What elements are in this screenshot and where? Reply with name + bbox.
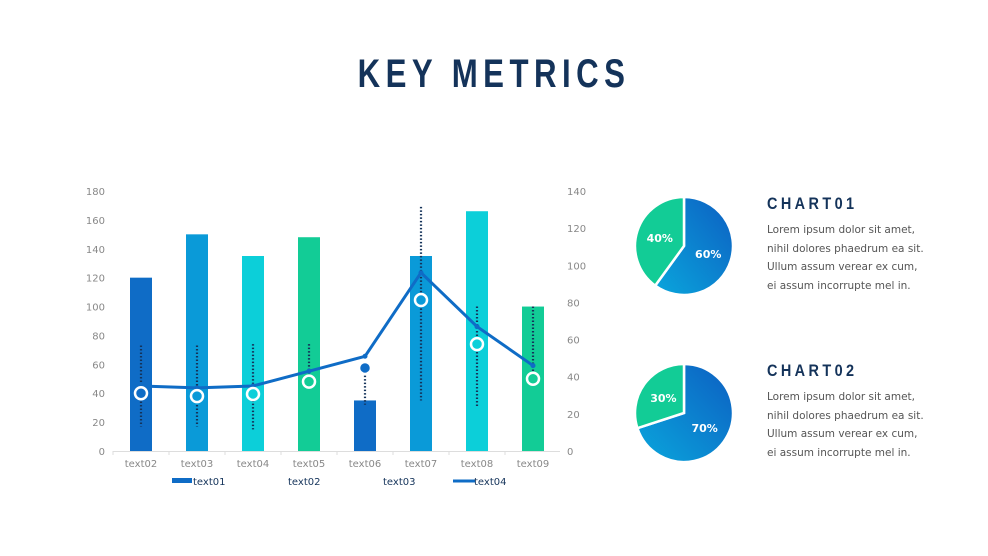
line-point — [362, 353, 368, 359]
page-title: KEY METRICS — [357, 52, 631, 96]
x-tick-label: text04 — [237, 459, 269, 470]
x-tick-label: text03 — [181, 459, 213, 470]
line-text04 — [140, 270, 534, 390]
chart02-description: Lorem ipsum dolor sit amet, nihil dolore… — [767, 388, 947, 462]
y-tick-label: 0 — [99, 447, 105, 458]
y2-tick-label: 100 — [567, 261, 586, 272]
line-point — [530, 363, 536, 369]
chart02-title: CHART02 — [767, 361, 858, 380]
y-tick-label: 100 — [86, 303, 105, 314]
x-tick-label: text05 — [293, 459, 325, 470]
x-tick-label: text02 — [125, 459, 157, 470]
pie-slice-label: 60% — [695, 248, 721, 261]
desc-line: ei assum incorrupte mel in. — [767, 279, 911, 292]
y-tick-label: 120 — [86, 274, 105, 285]
y2-tick-label: 60 — [567, 336, 580, 347]
bar-text01 — [186, 234, 208, 451]
pie-slice — [633, 195, 686, 288]
desc-line: Ullum assum verear ex cum, — [767, 428, 918, 440]
scatter-point-text03 — [357, 360, 373, 376]
x-tick-label: text06 — [349, 459, 381, 470]
pie-slice-label: 70% — [691, 422, 717, 435]
y2-tick-label: 0 — [567, 447, 573, 458]
pie-slice — [633, 362, 686, 430]
scatter-point-text03 — [413, 292, 429, 308]
legend-label: text01 — [193, 477, 225, 488]
y-tick-label: 40 — [92, 389, 105, 400]
scatter-point-text03 — [133, 385, 149, 401]
y-tick-label: 180 — [86, 187, 105, 198]
pie-slice — [653, 195, 735, 297]
pie-slice-label: 40% — [647, 232, 673, 245]
line-point — [306, 368, 312, 374]
y-tick-label: 60 — [92, 360, 105, 371]
scatter-point-text03 — [245, 386, 261, 402]
x-tick-label: text07 — [405, 459, 437, 470]
pie-slice-label: 30% — [650, 392, 676, 405]
y2-tick-label: 20 — [567, 410, 580, 421]
legend-label: text04 — [474, 477, 506, 488]
desc-line: Ullum assum verear ex cum, — [767, 261, 918, 273]
bar-text01 — [242, 256, 264, 451]
legend-label: text02 — [288, 477, 320, 488]
desc-line: Lorem ipsum dolor sit amet, — [767, 224, 915, 236]
scatter-point-text03 — [189, 388, 205, 404]
legend-label: text03 — [383, 477, 415, 488]
y-tick-label: 80 — [92, 331, 105, 342]
y-tick-label: 140 — [86, 245, 105, 256]
scatter-point-text03 — [525, 371, 541, 387]
legend-swatch-bar — [172, 478, 192, 483]
scatter-point-text03 — [301, 374, 317, 389]
y-tick-label: 160 — [86, 216, 105, 227]
y2-tick-label: 140 — [567, 187, 586, 198]
chart01-title: CHART01 — [767, 194, 858, 213]
x-tick-label: text09 — [517, 459, 549, 470]
y2-tick-label: 80 — [567, 298, 580, 309]
desc-line: ei assum incorrupte mel in. — [767, 446, 911, 459]
y-tick-label: 20 — [92, 418, 105, 429]
line-point — [418, 270, 424, 276]
desc-line: nihil dolores phaedrum ea sit. — [767, 409, 924, 422]
line-point — [474, 324, 480, 330]
y2-tick-label: 40 — [567, 373, 580, 384]
desc-line: Lorem ipsum dolor sit amet, — [767, 391, 915, 403]
y2-tick-label: 120 — [567, 224, 586, 235]
scatter-point-text03 — [469, 336, 485, 352]
chart01-description: Lorem ipsum dolor sit amet, nihil dolore… — [767, 221, 947, 295]
bar-text01 — [354, 400, 376, 451]
x-tick-label: text08 — [461, 459, 493, 470]
desc-line: nihil dolores phaedrum ea sit. — [767, 242, 924, 255]
